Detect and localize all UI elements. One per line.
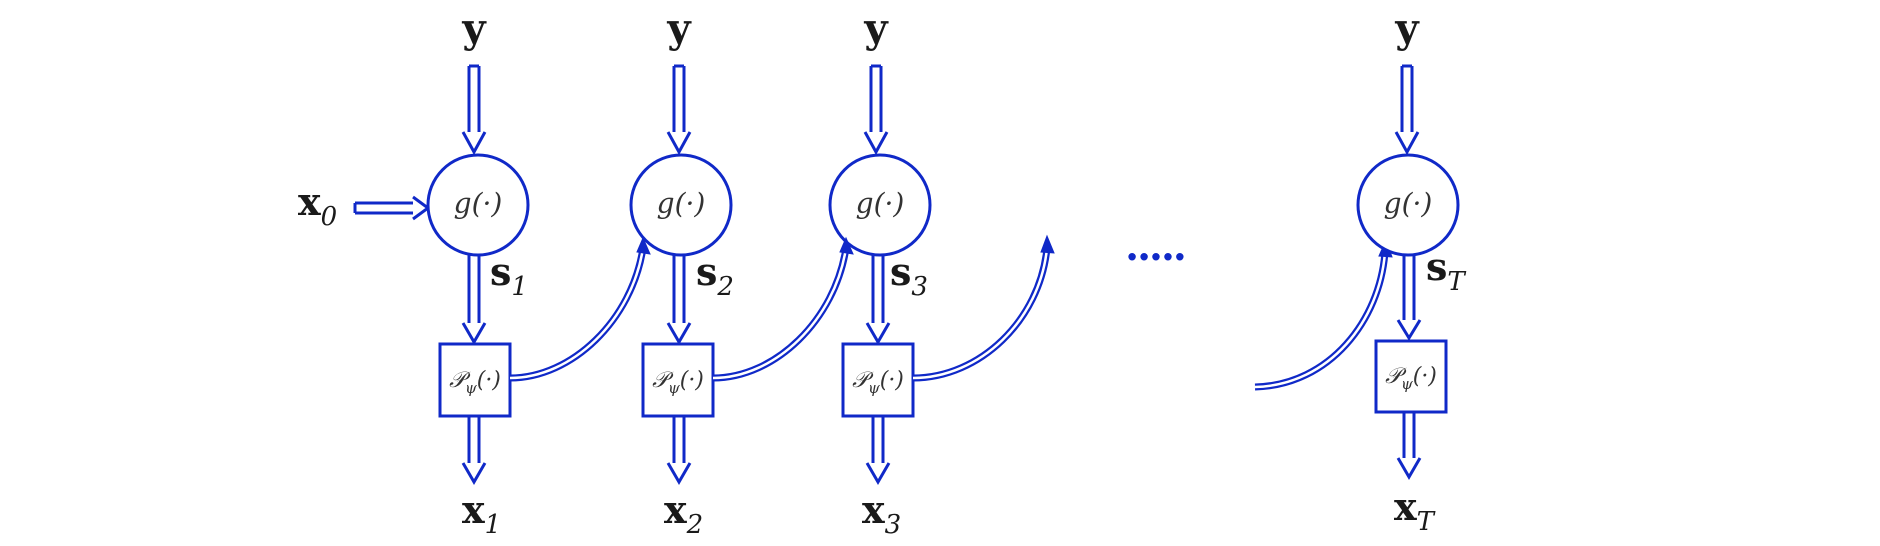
stage-3: y g(·) s3 𝒫ψ(·) x3 xyxy=(828,5,932,540)
feedback-curve-2-to-3 xyxy=(712,236,854,382)
state-label-s2: s2 xyxy=(696,249,734,302)
stage-2: y g(·) s2 𝒫ψ(·) x2 xyxy=(629,5,734,540)
projection-box xyxy=(841,342,915,418)
state-arrow xyxy=(865,255,891,345)
projection-box xyxy=(641,342,715,418)
input-arrow xyxy=(353,195,431,221)
y-to-g-arrow xyxy=(863,64,889,156)
top-label-y: y xyxy=(1394,5,1420,52)
y-to-g-arrow xyxy=(1394,64,1420,156)
projection-box xyxy=(1374,339,1448,414)
top-label-y: y xyxy=(666,5,692,52)
state-arrow xyxy=(666,255,692,345)
state-label-s3: s3 xyxy=(890,249,928,302)
state-label-sT: sT xyxy=(1426,244,1466,297)
output-arrow xyxy=(1396,412,1422,480)
stage-1: y g(·) s1 𝒫ψ(·) x1 xyxy=(426,5,530,540)
projection-label: 𝒫ψ(·) xyxy=(1385,364,1437,393)
g-node-label: g(·) xyxy=(454,187,503,220)
g-node xyxy=(828,153,932,257)
output-label-x2: x2 xyxy=(664,487,703,540)
feedback-curve-1-to-2 xyxy=(509,236,651,382)
input-label-x0: x0 xyxy=(298,179,337,232)
y-to-g-arrow xyxy=(461,64,487,156)
output-arrow xyxy=(865,416,891,485)
state-label-s1: s1 xyxy=(490,249,528,302)
output-label-x1: x1 xyxy=(462,487,501,540)
output-label-x3: x3 xyxy=(862,487,901,540)
feedback-curve-3-out xyxy=(912,234,1055,382)
g-node xyxy=(1356,153,1460,257)
output-arrow xyxy=(461,416,487,485)
stage-T: y g(·) sT 𝒫ψ(·) xT xyxy=(1356,5,1466,537)
top-label-y: y xyxy=(863,5,889,52)
state-arrow xyxy=(461,255,487,345)
ellipsis: ..... xyxy=(1125,223,1185,270)
feedback-curve-in-to-T xyxy=(1254,238,1393,391)
state-arrow xyxy=(1396,255,1422,341)
top-label-y: y xyxy=(461,5,487,52)
g-node-label: g(·) xyxy=(856,187,905,220)
feedback-connections xyxy=(509,234,1393,391)
output-label-xT: xT xyxy=(1394,484,1436,537)
y-to-g-arrow xyxy=(666,64,692,156)
g-node-label: g(·) xyxy=(657,187,706,220)
g-node xyxy=(629,153,733,257)
output-arrow xyxy=(666,416,692,485)
g-node-label: g(·) xyxy=(1384,187,1433,220)
projection-box xyxy=(438,342,512,418)
